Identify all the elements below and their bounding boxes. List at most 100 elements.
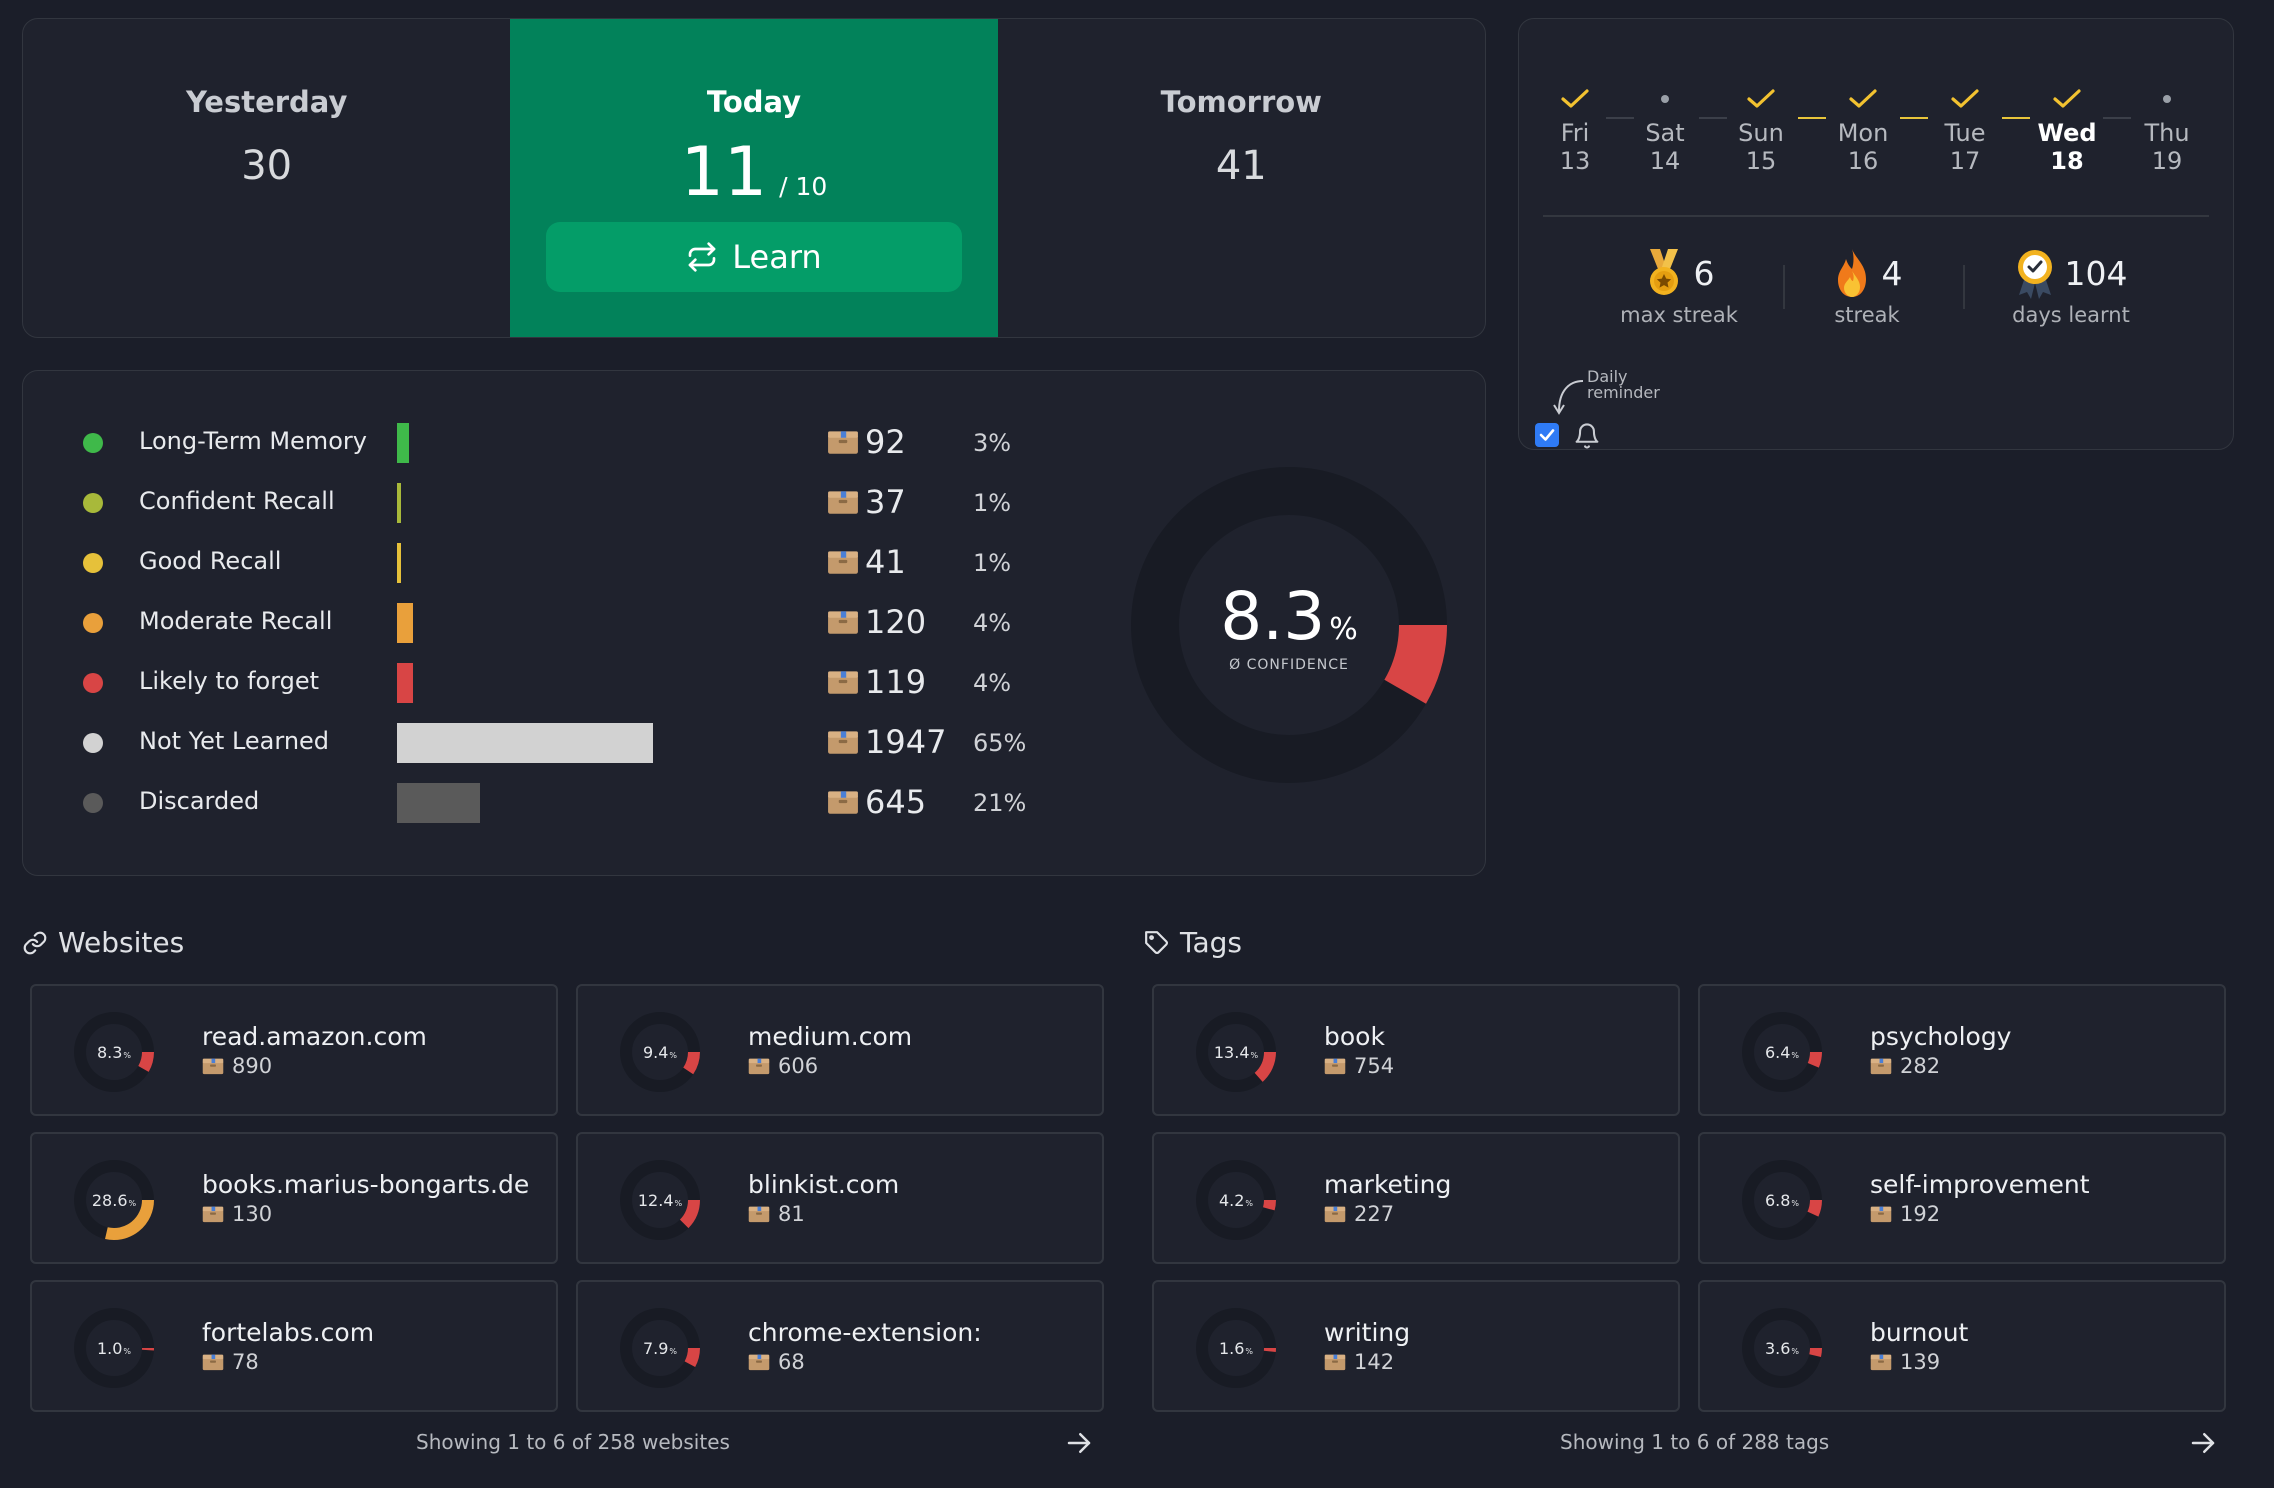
week-day-thu: Thu 19 [2127, 79, 2207, 175]
streak-connector [1798, 117, 1826, 119]
tomorrow-column: Tomorrow 41 [998, 19, 1485, 337]
count-value: 139 [1900, 1350, 1941, 1374]
confidence-ring [1742, 1012, 1822, 1092]
confidence-unit: % [1329, 611, 1358, 647]
ring-arc [1254, 1051, 1276, 1082]
box-icon [1870, 1354, 1892, 1371]
streak-connector [1900, 117, 1928, 119]
tag-card-count: 227 [1324, 1202, 1394, 1226]
status-dot [83, 673, 103, 693]
learn-button-label: Learn [732, 238, 822, 276]
bell-icon[interactable] [1573, 421, 1601, 450]
memory-percent: 4% [973, 669, 1012, 697]
streak-connector [1606, 117, 1634, 119]
repeat-icon [688, 242, 716, 272]
website-tile[interactable]: 28.6% books.marius-bongarts.de 130 [30, 1132, 558, 1264]
max-streak-value: 6 [1693, 253, 1715, 293]
badge-icon [2017, 250, 2052, 299]
tag-name: burnout [1870, 1318, 1969, 1347]
memory-row: Discarded 645 21% [23, 783, 1123, 823]
tag-tile[interactable]: 13.4% book 754 [1152, 984, 1680, 1116]
week-day-name: Sun [1738, 119, 1784, 147]
dot-icon [1625, 79, 1705, 119]
tags-pagination-text: Showing 1 to 6 of 288 tags [1560, 1430, 1830, 1454]
daily-overview-card: Yesterday 30 Today 11 / 10 Learn Tomorro… [22, 18, 1486, 338]
count-value: 78 [232, 1350, 259, 1374]
week-day-number: 18 [2050, 147, 2084, 175]
confidence-ring [1196, 1012, 1276, 1092]
box-icon [1870, 1058, 1892, 1075]
box-icon [1324, 1206, 1346, 1223]
week-day-number: 16 [1847, 147, 1879, 175]
today-value: 11 [680, 133, 768, 212]
website-name: books.marius-bongarts.de [202, 1170, 530, 1199]
tag-tile[interactable]: 4.2% marketing 227 [1152, 1132, 1680, 1264]
tag-tile[interactable]: 6.8% self-improvement 192 [1698, 1132, 2226, 1264]
daily-reminder-label: Daily reminder [1587, 369, 1660, 401]
tag-tile[interactable]: 6.4% psychology 282 [1698, 984, 2226, 1116]
tag-tile[interactable]: 1.6% writing 142 [1152, 1280, 1680, 1412]
reminder-line-2: reminder [1587, 383, 1660, 402]
tags-next-arrow-icon[interactable] [2188, 1428, 2218, 1458]
website-tile[interactable]: 1.0% fortelabs.com 78 [30, 1280, 558, 1412]
box-icon [1870, 1206, 1892, 1223]
memory-level-name: Moderate Recall [139, 607, 333, 635]
box-icon [748, 1354, 770, 1371]
ring-arc [683, 1051, 700, 1075]
confidence-ring-label: 9.4% [642, 1042, 678, 1062]
daily-reminder-checkbox[interactable] [1535, 423, 1559, 447]
card-box-icon [827, 729, 859, 759]
yesterday-column: Yesterday 30 [23, 19, 510, 337]
streak-connector [2103, 117, 2131, 119]
memory-count: 41 [865, 543, 906, 581]
week-day-number: 15 [1745, 147, 1777, 175]
memory-count: 645 [865, 783, 927, 821]
memory-percent: 21% [973, 789, 1027, 817]
medal-icon [1649, 249, 1678, 295]
websites-header: Websites [22, 926, 184, 959]
tag-icon [1145, 930, 1168, 954]
streak-connector [2002, 117, 2030, 119]
website-name: read.amazon.com [202, 1022, 427, 1051]
box-icon [828, 731, 858, 754]
learn-button[interactable]: Learn [545, 222, 962, 292]
confidence-ring-label: 4.2% [1218, 1190, 1254, 1210]
confidence-arc [1384, 624, 1447, 704]
box-icon [828, 791, 858, 814]
count-value: 81 [778, 1202, 805, 1226]
memory-bar [397, 663, 413, 703]
memory-bar [397, 543, 401, 583]
week-day-name: Sat [1645, 119, 1685, 147]
websites-title: Websites [58, 926, 185, 959]
checkmark-icon [2027, 79, 2107, 119]
confidence-ring-label: 6.8% [1764, 1190, 1800, 1210]
websites-next-arrow-icon[interactable] [1064, 1428, 1094, 1458]
memory-percent: 4% [973, 609, 1012, 637]
website-name: fortelabs.com [202, 1318, 375, 1347]
week-day-number: 14 [1649, 147, 1681, 175]
confidence-ring [74, 1160, 154, 1240]
box-icon [1324, 1354, 1346, 1371]
count-value: 227 [1354, 1202, 1395, 1226]
memory-level-name: Good Recall [139, 547, 282, 575]
streak-card: Fri 13 Sat 14 Sun 15 Mon 16 Tue 17 Wed 18 Thu 19 6 ma… [1518, 18, 2234, 450]
dot-icon [2127, 79, 2207, 119]
website-tile[interactable]: 12.4% blinkist.com 81 [576, 1132, 1104, 1264]
website-tile[interactable]: 8.3% read.amazon.com 890 [30, 984, 558, 1116]
confidence-ring-label: 8.3% [96, 1042, 132, 1062]
memory-level-name: Not Yet Learned [139, 727, 330, 755]
website-tile[interactable]: 7.9% chrome-extension: 68 [576, 1280, 1104, 1412]
confidence-ring-label: 3.6% [1764, 1338, 1800, 1358]
website-card-count: 606 [748, 1054, 818, 1078]
divider [1543, 215, 2209, 217]
curved-arrow-icon [1553, 380, 1584, 415]
tag-tile[interactable]: 3.6% burnout 139 [1698, 1280, 2226, 1412]
website-card-count: 81 [748, 1202, 805, 1226]
confidence-ring [1196, 1160, 1276, 1240]
website-tile[interactable]: 9.4% medium.com 606 [576, 984, 1104, 1116]
memory-count: 37 [865, 483, 906, 521]
yesterday-value: 30 [241, 143, 293, 189]
card-box-icon [827, 549, 859, 579]
memory-bar [397, 783, 480, 823]
confidence-ring-label: 13.4% [1213, 1042, 1259, 1062]
